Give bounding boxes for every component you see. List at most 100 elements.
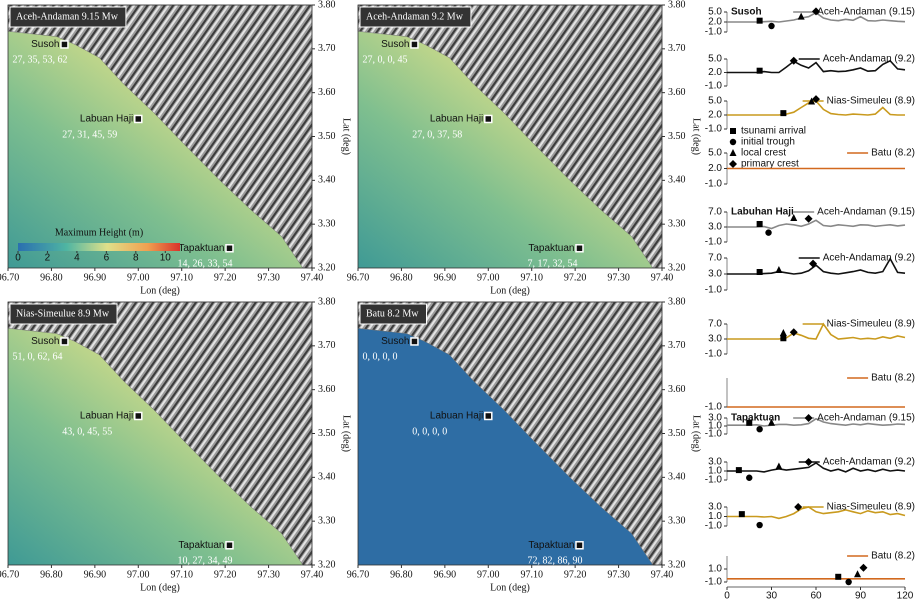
station-values: 10, 27, 34, 49 (177, 556, 232, 567)
y-tick-label: -1.0 (705, 124, 723, 135)
lon-tick-label: 97.30 (257, 569, 280, 580)
station-values: 27, 0, 37, 58 (412, 129, 462, 140)
y-tick-label: 7.0 (708, 253, 722, 264)
lon-tick-label: 97.20 (564, 272, 587, 283)
marker-circle (845, 579, 851, 585)
series-label: Nias-Simeuleu (8.9) (827, 502, 915, 513)
y-tick-label: -1.0 (705, 27, 723, 38)
y-tick-label: -1.0 (705, 577, 723, 588)
series-label: Nias-Simeuleu (8.9) (827, 319, 915, 330)
lat-tick-label: 3.20 (318, 262, 336, 273)
y-tick-label: 5.0 (708, 96, 722, 107)
lon-tick-label: 96.80 (390, 272, 413, 283)
figure: 96.70 96.80 96.90 97.00 97.10 97.20 97.30 97.40… (0, 0, 919, 602)
marker-circle (756, 426, 762, 432)
legend-label: tsunami arrival (741, 126, 806, 137)
station-values: 27, 0, 0, 45 (362, 55, 407, 66)
lat-tick-label: 3.50 (668, 131, 686, 142)
marker-circle (765, 229, 771, 235)
station-marker (135, 412, 142, 419)
station-name: Susoh (31, 336, 59, 347)
marker-triangle (775, 266, 782, 273)
station-title: Susoh (731, 7, 762, 18)
x-tick-label: 90 (855, 591, 867, 602)
marker-circle (756, 522, 762, 528)
station-values: 27, 35, 53, 62 (12, 55, 67, 66)
lon-axis-label: Lon (deg) (140, 285, 180, 296)
marker-circle (768, 23, 774, 29)
station-name: Tapaktuan (178, 540, 224, 551)
lon-tick-label: 97.10 (170, 569, 193, 580)
station-values: 7, 17, 32, 54 (527, 259, 577, 270)
marker-triangle (854, 570, 861, 577)
station-marker (61, 338, 68, 345)
lat-tick-label: 3.80 (318, 0, 336, 10)
lon-tick-label: 97.00 (477, 569, 500, 580)
lon-tick-label: 97.30 (607, 272, 630, 283)
colorbar-label: Maximum Height (m) (55, 227, 143, 238)
marker-square (757, 221, 763, 227)
y-tick-label: -1.0 (705, 179, 723, 190)
y-tick-label: 2.0 (708, 17, 722, 28)
lon-tick-label: 96.90 (84, 272, 107, 283)
lon-tick-label: 96.90 (434, 569, 457, 580)
marker-square (835, 574, 841, 580)
lon-axis-label: Lon (deg) (140, 582, 180, 593)
y-tick-label: -1.0 (705, 521, 723, 532)
lon-tick-label: 97.40 (301, 569, 324, 580)
station-name: Susoh (381, 336, 409, 347)
station-title: Labuhan Haji (731, 207, 794, 218)
marker-triangle (798, 13, 805, 20)
marker-triangle (730, 149, 737, 156)
station-name: Tapaktuan (528, 243, 574, 254)
lon-axis-label: Lon (deg) (490, 582, 530, 593)
series-label: Aceh-Andaman (9.2) (823, 253, 915, 264)
y-tick-label: -1.0 (705, 285, 723, 296)
marker-square (736, 467, 742, 473)
lon-tick-label: 97.40 (651, 569, 674, 580)
lat-tick-label: 3.70 (318, 43, 336, 54)
legend-label: initial trough (741, 137, 795, 148)
y-tick-label: 2.0 (708, 67, 722, 78)
marker-square (757, 18, 763, 24)
x-tick-label: 0 (724, 591, 730, 602)
colorbar-tick-label: 6 (104, 253, 110, 264)
lon-tick-label: 97.30 (607, 569, 630, 580)
y-tick-label: 3.0 (708, 334, 722, 345)
station-values: 0, 0, 0, 0 (412, 426, 447, 437)
y-tick-label: 1.0 (708, 564, 722, 575)
y-tick-label: -1.0 (705, 402, 723, 413)
station-marker (485, 115, 492, 122)
marker-circle (730, 139, 736, 145)
lat-tick-label: 3.20 (668, 559, 686, 570)
lat-tick-label: 3.30 (668, 515, 686, 526)
y-tick-label: 3.0 (708, 502, 722, 513)
lat-tick-label: 3.70 (318, 340, 336, 351)
series-label: Nias-Simeuleu (8.9) (827, 96, 915, 107)
marker-diamond (805, 215, 813, 223)
marker-diamond (859, 564, 867, 572)
station-values: 27, 31, 45, 59 (62, 129, 117, 140)
series-label: Batu (8.2) (871, 551, 915, 562)
series-label: Aceh-Andaman (9.2) (823, 457, 915, 468)
y-tick-label: 2.0 (708, 110, 722, 121)
series-label: Batu (8.2) (871, 373, 915, 384)
station-marker (135, 115, 142, 122)
marker-circle (746, 475, 752, 481)
series-label: Aceh-Andaman (9.2) (823, 54, 915, 65)
lon-tick-label: 96.80 (390, 569, 413, 580)
lat-tick-label: 3.80 (668, 0, 686, 10)
colorbar-tick-label: 2 (45, 253, 51, 264)
lon-tick-label: 97.10 (170, 272, 193, 283)
waveform (727, 220, 905, 228)
lon-tick-label: 96.70 (347, 272, 370, 283)
lon-tick-label: 97.00 (127, 272, 150, 283)
lat-tick-label: 3.60 (318, 384, 336, 395)
lon-tick-label: 97.40 (651, 272, 674, 283)
lat-tick-label: 3.40 (318, 472, 336, 483)
series-label: Aceh-Andaman (9.15) (817, 207, 915, 218)
lat-tick-label: 3.80 (668, 296, 686, 307)
y-tick-label: 5.0 (708, 54, 722, 65)
lat-tick-label: 3.30 (318, 515, 336, 526)
station-marker (576, 245, 583, 252)
